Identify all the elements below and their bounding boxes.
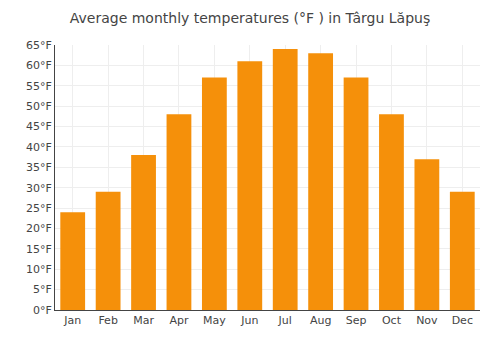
svg-text:Mar: Mar — [133, 314, 154, 327]
svg-text:20°F: 20°F — [26, 222, 52, 235]
svg-text:55°F: 55°F — [26, 80, 52, 93]
svg-text:Feb: Feb — [98, 314, 117, 327]
svg-text:35°F: 35°F — [26, 161, 52, 174]
svg-text:Average monthly temperatures (: Average monthly temperatures (°F ) in Tâ… — [70, 10, 431, 26]
svg-text:50°F: 50°F — [26, 100, 52, 113]
svg-text:Apr: Apr — [169, 314, 189, 327]
svg-text:45°F: 45°F — [26, 120, 52, 133]
svg-text:30°F: 30°F — [26, 182, 52, 195]
svg-text:Jan: Jan — [63, 314, 81, 327]
svg-text:Aug: Aug — [310, 314, 331, 327]
svg-text:0°F: 0°F — [33, 304, 52, 317]
svg-text:60°F: 60°F — [26, 59, 52, 72]
svg-text:Nov: Nov — [416, 314, 438, 327]
svg-text:5°F: 5°F — [33, 283, 52, 296]
svg-text:Jul: Jul — [278, 314, 292, 327]
svg-text:Dec: Dec — [452, 314, 473, 327]
svg-text:25°F: 25°F — [26, 202, 52, 215]
svg-text:Jun: Jun — [240, 314, 258, 327]
svg-text:10°F: 10°F — [26, 263, 52, 276]
svg-text:15°F: 15°F — [26, 243, 52, 256]
svg-text:May: May — [203, 314, 226, 327]
svg-text:Sep: Sep — [346, 314, 367, 327]
svg-text:65°F: 65°F — [26, 39, 52, 52]
svg-text:40°F: 40°F — [26, 141, 52, 154]
svg-text:Oct: Oct — [382, 314, 402, 327]
